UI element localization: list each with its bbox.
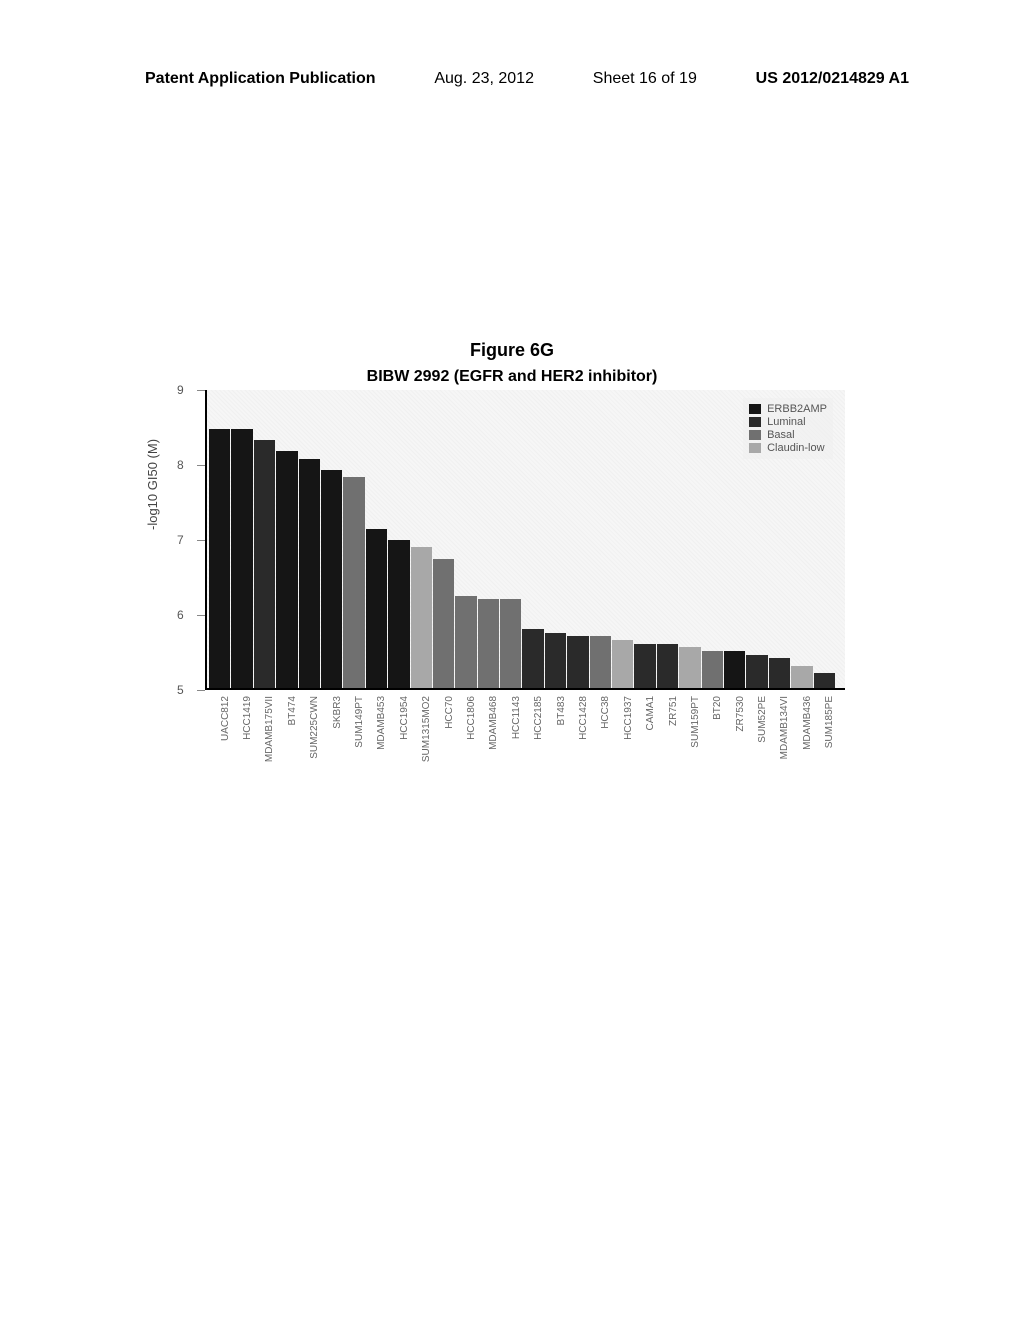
bar bbox=[791, 666, 812, 688]
bar bbox=[545, 633, 566, 689]
bar bbox=[724, 651, 745, 688]
y-tick-mark bbox=[197, 615, 205, 616]
bar bbox=[299, 459, 320, 688]
bar bbox=[276, 451, 297, 688]
bar bbox=[814, 673, 835, 688]
bar bbox=[388, 540, 409, 688]
bar bbox=[343, 477, 364, 688]
bar bbox=[500, 599, 521, 688]
bar bbox=[702, 651, 723, 688]
y-tick-label: 6 bbox=[177, 608, 184, 622]
x-tick-label: HCC2185 bbox=[522, 692, 543, 810]
figure-label: Figure 6G bbox=[470, 340, 554, 361]
bars-area bbox=[209, 392, 835, 688]
bar bbox=[522, 629, 543, 688]
x-tick-label: MDAMB436 bbox=[791, 692, 812, 810]
x-tick-label: BT20 bbox=[702, 692, 723, 810]
page-header: Patent Application Publication Aug. 23, … bbox=[0, 70, 1024, 88]
y-axis-label: -log10 GI50 (M) bbox=[145, 439, 160, 530]
y-tick-label: 5 bbox=[177, 683, 184, 697]
bar bbox=[321, 470, 342, 688]
x-tick-label: CAMA1 bbox=[634, 692, 655, 810]
x-tick-label: HCC1954 bbox=[388, 692, 409, 810]
bar bbox=[366, 529, 387, 688]
x-tick-label: UACC812 bbox=[209, 692, 230, 810]
header-date: Aug. 23, 2012 bbox=[434, 70, 534, 88]
y-tick-mark bbox=[197, 690, 205, 691]
x-tick-label: SUM159PT bbox=[679, 692, 700, 810]
bar-chart: ERBB2AMPLuminalBasalClaudin-low -log10 G… bbox=[165, 390, 845, 810]
x-tick-label: SUM1315MO2 bbox=[411, 692, 432, 810]
x-tick-label: HCC1937 bbox=[612, 692, 633, 810]
x-tick-label: SUM52PE bbox=[746, 692, 767, 810]
x-axis-labels: UACC812HCC1419MDAMB175VIIBT474SUM225CWNS… bbox=[209, 692, 835, 810]
y-tick-label: 8 bbox=[177, 458, 184, 472]
bar bbox=[746, 655, 767, 688]
x-tick-label: SUM185PE bbox=[814, 692, 835, 810]
x-tick-label: SUM149PT bbox=[343, 692, 364, 810]
x-tick-label: BT483 bbox=[545, 692, 566, 810]
y-tick-mark bbox=[197, 465, 205, 466]
bar bbox=[634, 644, 655, 688]
bar bbox=[567, 636, 588, 688]
bar bbox=[254, 440, 275, 688]
x-tick-label: ZR7530 bbox=[724, 692, 745, 810]
bar bbox=[769, 658, 790, 688]
x-tick-label: MDAMB453 bbox=[366, 692, 387, 810]
bar bbox=[612, 640, 633, 688]
x-tick-label: HCC38 bbox=[590, 692, 611, 810]
bar bbox=[231, 429, 252, 688]
x-tick-label: MDAMB134VI bbox=[769, 692, 790, 810]
x-tick-label: SKBR3 bbox=[321, 692, 342, 810]
y-tick-mark bbox=[197, 390, 205, 391]
bar bbox=[209, 429, 230, 688]
x-tick-label: ZR751 bbox=[657, 692, 678, 810]
chart-title: BIBW 2992 (EGFR and HER2 inhibitor) bbox=[367, 368, 658, 386]
x-tick-label: HCC1428 bbox=[567, 692, 588, 810]
y-tick-mark bbox=[197, 540, 205, 541]
bar bbox=[590, 636, 611, 688]
x-tick-label: HCC1143 bbox=[500, 692, 521, 810]
x-tick-label: MDAMB175VII bbox=[254, 692, 275, 810]
header-sheet: Sheet 16 of 19 bbox=[593, 70, 697, 88]
header-publication: Patent Application Publication bbox=[145, 70, 376, 88]
x-tick-label: BT474 bbox=[276, 692, 297, 810]
x-tick-label: MDAMB468 bbox=[478, 692, 499, 810]
x-tick-label: SUM225CWN bbox=[299, 692, 320, 810]
x-tick-label: HCC1806 bbox=[455, 692, 476, 810]
bar bbox=[657, 644, 678, 688]
bar bbox=[411, 547, 432, 688]
bar bbox=[679, 647, 700, 688]
bar bbox=[455, 596, 476, 689]
x-tick-label: HCC70 bbox=[433, 692, 454, 810]
x-tick-label: HCC1419 bbox=[231, 692, 252, 810]
bar bbox=[433, 559, 454, 689]
bar bbox=[478, 599, 499, 688]
y-tick-label: 9 bbox=[177, 383, 184, 397]
header-patent-number: US 2012/0214829 A1 bbox=[756, 70, 909, 88]
y-tick-label: 7 bbox=[177, 533, 184, 547]
